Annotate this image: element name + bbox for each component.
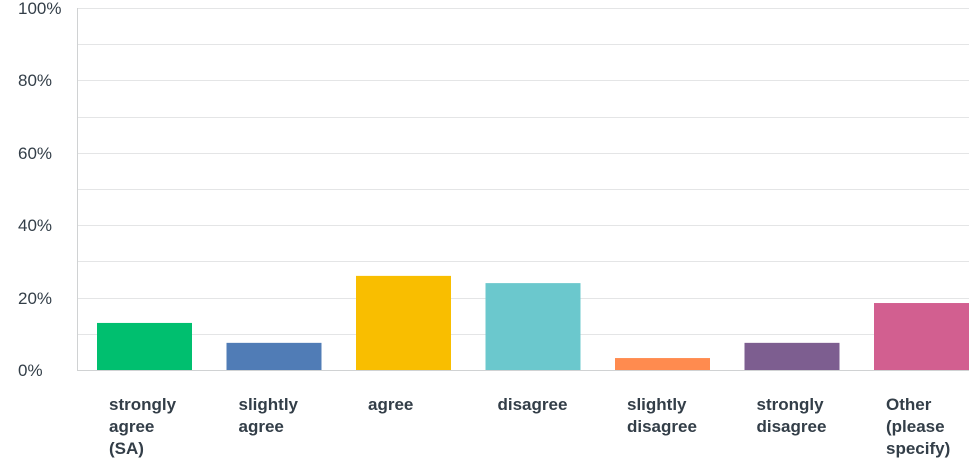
x-category-label-line: disagree [757,417,827,436]
x-category-label: strongly disagree [757,395,827,436]
bar [485,283,581,370]
x-category-label-line: (please [886,417,945,436]
x-category-label: strongly agree (SA) [109,395,177,458]
bar [615,358,710,370]
bar [874,303,969,370]
x-category-label-line: strongly [757,395,825,414]
x-axis-labels: strongly agree (SA) slightly agree agree disag… [109,395,950,458]
x-category-label: slightly agree [239,395,299,436]
x-category-label-line: agree [239,417,284,436]
x-category-label: agree [368,395,413,414]
bar [97,322,192,370]
x-category-label-line: strongly [109,395,177,414]
x-category-label: slightly disagree [627,395,697,436]
x-category-label-line: (SA) [109,439,144,458]
y-tick-label: 20% [18,289,52,308]
x-category-label: Other (please specify) [886,395,950,458]
y-tick-label: 0% [18,361,43,380]
y-tick-label: 60% [18,144,52,163]
bars [97,275,969,370]
x-category-label-line: disagree [498,395,568,414]
x-category-label: disagree [498,395,568,414]
x-category-label-line: disagree [627,417,697,436]
x-category-label-line: agree [368,395,413,414]
bar [356,275,451,370]
x-category-label-line: agree [109,417,154,436]
y-axis-ticks: 0% 20% 40% 60% 80% 100% [18,0,61,380]
y-tick-label: 40% [18,216,52,235]
bar [226,342,322,370]
y-tick-label: 80% [18,71,52,90]
y-tick-label: 100% [18,0,61,18]
x-category-label-line: specify) [886,439,950,458]
x-category-label-line: Other [886,395,932,414]
x-category-label-line: slightly [627,395,687,414]
bar [744,342,840,370]
x-category-label-line: slightly [239,395,299,414]
